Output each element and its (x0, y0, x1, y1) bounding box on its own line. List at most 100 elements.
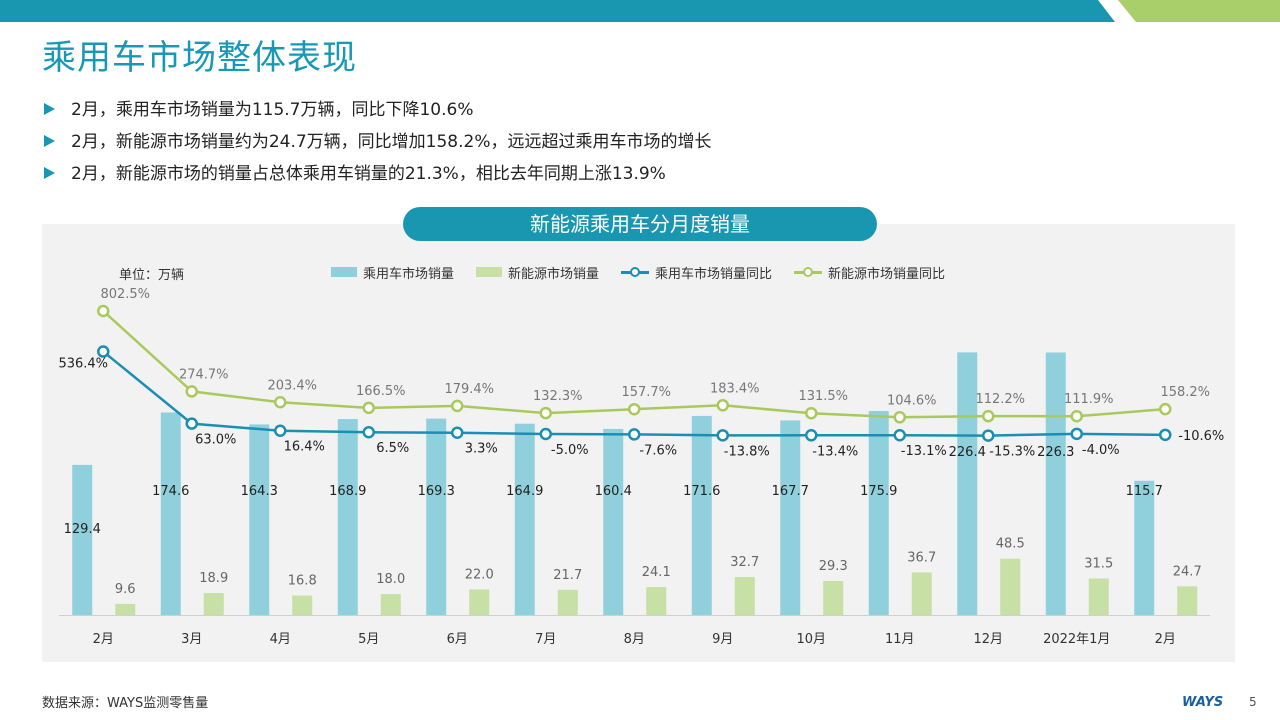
x-tick-label: 10月 (796, 632, 826, 647)
line-total-yoy-point (716, 429, 729, 442)
legend-label: 乘用车市场销量 (363, 266, 455, 282)
bar-nev-sales (1000, 558, 1021, 615)
data-label-total-yoy: -13.4% (812, 444, 858, 459)
legend-label: 新能源市场销量同比 (828, 266, 946, 282)
legend-swatch-total-line (621, 266, 650, 278)
chart-legend: 乘用车市场销量 新能源市场销量 乘用车市场销量同比 新能源市场销量同比 (331, 263, 967, 282)
bar-nev-sales (646, 587, 667, 615)
line-total-yoy-point (1070, 427, 1083, 441)
bar-nev-sales (115, 603, 136, 615)
line-nev-yoy-point (97, 304, 110, 318)
legend-label: 新能源市场销量 (508, 266, 600, 282)
data-label-total-sales: 115.7 (1126, 484, 1163, 499)
bullet-list: 2月，乘用车市场销量为115.7万辆，同比下降10.6% 2月，新能源市场销量约… (44, 96, 712, 192)
line-nev-yoy-point (274, 396, 287, 409)
data-label-total-yoy: 3.3% (465, 442, 498, 457)
data-label-nev-sales: 9.6 (115, 582, 136, 597)
page-number: 5 (1249, 695, 1257, 709)
page-title: 乘用车市场整体表现 (42, 38, 357, 78)
x-tick-label: 5月 (358, 632, 379, 647)
legend-swatch-nev-bar (476, 267, 503, 277)
data-label-total-sales: 164.9 (506, 484, 543, 499)
line-total-yoy-point (982, 429, 995, 442)
legend-swatch-total-bar (331, 267, 357, 277)
bar-total-sales (426, 418, 447, 615)
data-label-total-sales: 175.9 (860, 484, 897, 499)
line-nev-yoy-point (982, 409, 995, 423)
bar-total-sales (160, 412, 181, 615)
data-label-total-sales: 174.6 (152, 484, 189, 499)
data-label-total-yoy: -15.3% (989, 445, 1035, 460)
bar-total-sales (72, 464, 93, 615)
x-tick-label: 7月 (535, 632, 556, 647)
data-label-total-yoy: -13.8% (724, 444, 770, 459)
triangle-bullet-icon (44, 135, 55, 147)
data-label-nev-sales: 18.0 (376, 572, 405, 587)
bar-total-sales (249, 424, 270, 615)
data-label-total-sales: 169.3 (418, 484, 455, 499)
bar-total-sales (337, 419, 358, 615)
ways-logo: WAYS (1182, 695, 1224, 710)
line-nev-yoy-point (1159, 402, 1172, 416)
bar-total-sales (868, 410, 889, 615)
triangle-bullet-icon (44, 167, 55, 179)
data-label-nev-sales: 32.7 (730, 555, 759, 570)
bar-nev-sales (1088, 578, 1109, 615)
header-bar (0, 0, 1280, 22)
line-total-yoy-point (893, 428, 906, 442)
source-note: 数据来源：WAYS监测零售量 (42, 696, 209, 711)
data-label-nev-sales: 36.7 (907, 550, 936, 565)
line-total-yoy-point (1159, 428, 1172, 442)
data-label-total-sales: 226.3 (1037, 445, 1074, 460)
data-label-total-sales: 171.6 (683, 484, 720, 499)
header-bar-green (1118, 0, 1280, 22)
triangle-bullet-icon (44, 103, 55, 115)
data-label-nev-sales: 21.7 (553, 568, 582, 583)
line-nev-yoy-point (805, 406, 818, 420)
bar-total-sales (1045, 352, 1066, 615)
line-total-yoy-point (97, 345, 110, 358)
data-label-nev-sales: 31.5 (1084, 556, 1113, 571)
bar-total-sales (514, 423, 535, 615)
bar-nev-sales (1177, 586, 1198, 615)
x-tick-label: 6月 (447, 632, 468, 647)
legend-label: 乘用车市场销量同比 (655, 266, 773, 282)
data-label-total-yoy: 536.4% (58, 357, 108, 372)
data-label-total-sales: 167.7 (772, 484, 809, 499)
line-nev-yoy-point (893, 411, 906, 424)
data-label-nev-yoy: 183.4% (710, 381, 760, 396)
data-label-total-sales: 168.9 (329, 484, 366, 499)
bullet-text: 2月，乘用车市场销量为115.7万辆，同比下降10.6% (71, 100, 474, 120)
bar-total-sales (1134, 480, 1155, 615)
data-label-nev-yoy: 158.2% (1160, 385, 1210, 400)
x-tick-label: 2月 (93, 632, 114, 647)
bar-nev-sales (380, 594, 401, 615)
data-label-nev-yoy: 203.4% (267, 378, 317, 393)
legend-item-total-sales: 乘用车市场销量 (331, 263, 454, 282)
data-label-nev-yoy: 111.9% (1064, 392, 1114, 407)
chart-title: 新能源乘用车分月度销量 (403, 207, 877, 241)
data-label-total-yoy: 16.4% (284, 440, 325, 455)
data-label-total-yoy: -5.0% (551, 443, 589, 458)
legend-item-total-yoy: 乘用车市场销量同比 (621, 263, 772, 282)
bar-nev-sales (557, 589, 578, 615)
x-tick-label: 11月 (885, 632, 915, 647)
line-total-yoy-point (805, 429, 818, 442)
chart-panel (42, 224, 1235, 662)
legend-item-nev-yoy: 新能源市场销量同比 (794, 263, 945, 282)
line-nev-yoy-point (362, 401, 375, 415)
data-label-nev-sales: 18.9 (199, 571, 228, 586)
bullet-item: 2月，乘用车市场销量为115.7万辆，同比下降10.6% (44, 96, 712, 128)
bullet-item: 2月，新能源市场销量约为24.7万辆，同比增加158.2%，远远超过乘用车市场的… (44, 128, 712, 160)
data-label-nev-yoy: 132.3% (533, 389, 583, 404)
data-label-total-yoy: 63.0% (195, 433, 236, 448)
line-nev-yoy-point (539, 406, 552, 420)
data-label-nev-yoy: 112.2% (975, 392, 1025, 407)
bar-total-sales (957, 352, 978, 615)
line-total-yoy-point (185, 417, 198, 430)
x-tick-label: 2022年1月 (1043, 632, 1110, 647)
line-nev-yoy-point (1070, 409, 1083, 423)
data-label-nev-sales: 48.5 (996, 537, 1025, 552)
data-label-total-yoy: -10.6% (1178, 429, 1224, 444)
